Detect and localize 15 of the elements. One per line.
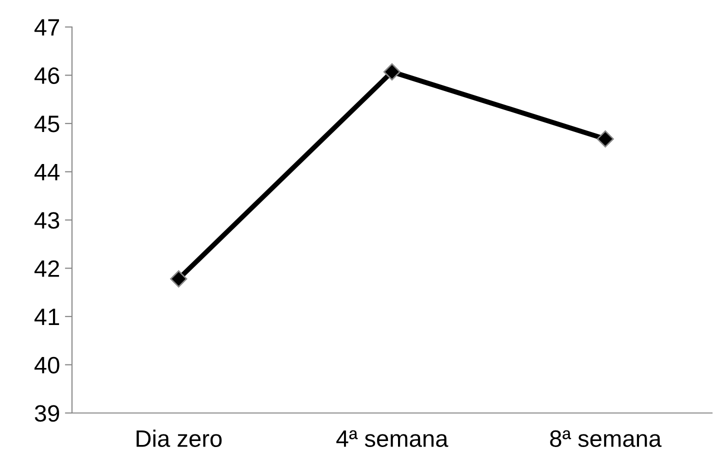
y-tick-label: 44 bbox=[34, 164, 60, 180]
y-tick-label: 45 bbox=[34, 116, 60, 132]
y-tick-label: 47 bbox=[34, 19, 60, 36]
y-tick-label: 40 bbox=[34, 356, 60, 374]
point bbox=[170, 270, 188, 288]
point bbox=[383, 63, 401, 80]
x-tick-label: Dia zero bbox=[136, 430, 222, 448]
y-tick-label: 41 bbox=[34, 308, 60, 326]
y-tick-label: 46 bbox=[34, 67, 60, 84]
y-tick-label: 42 bbox=[34, 260, 60, 277]
y-tick-label: 43 bbox=[34, 212, 60, 229]
y-tick-label: 39 bbox=[34, 405, 60, 422]
point bbox=[596, 130, 614, 148]
x-tick-label: 4ª semana bbox=[336, 430, 448, 448]
x-tick-label: 8ª semana bbox=[550, 430, 662, 448]
